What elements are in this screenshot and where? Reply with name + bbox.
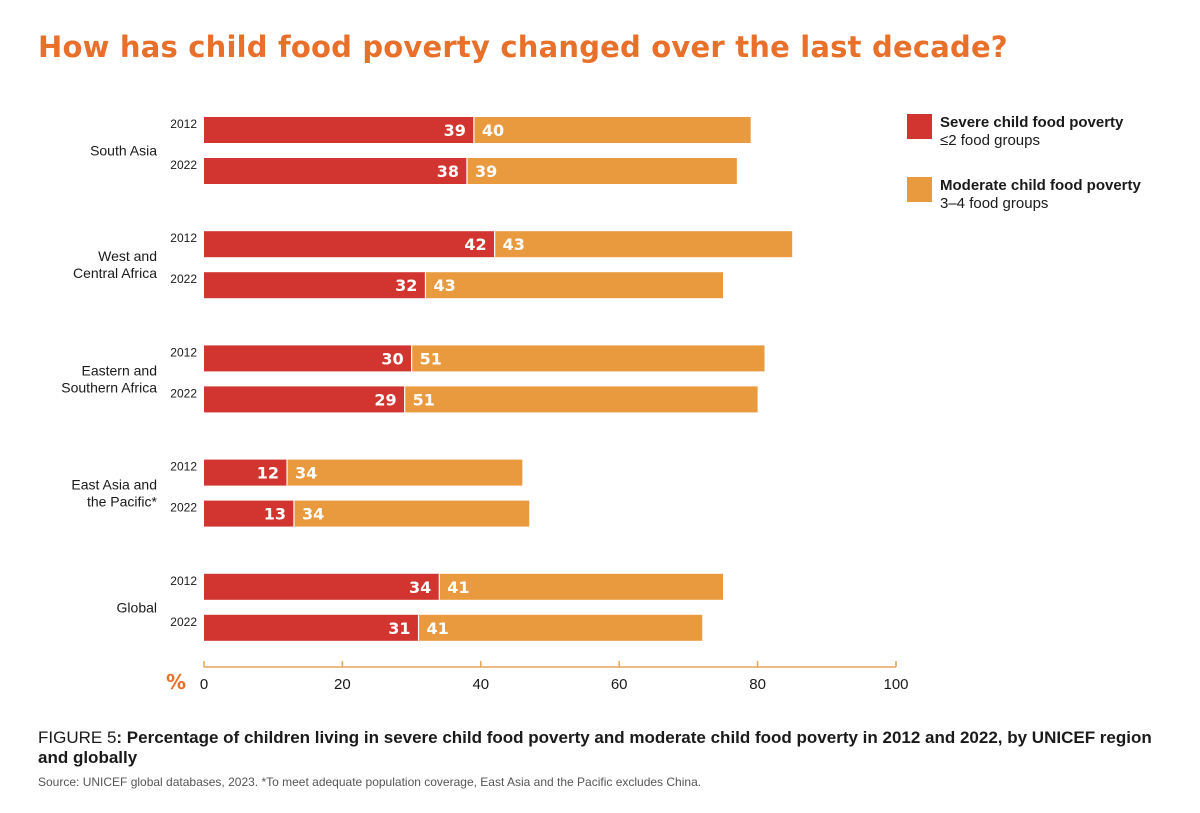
year-label: 2022 <box>170 615 197 629</box>
legend-label-moderate: Moderate child food poverty <box>940 177 1141 194</box>
region-label: South Asia <box>90 143 157 159</box>
bar-moderate <box>439 573 723 600</box>
figure-caption-text: : Percentage of children living in sever… <box>38 728 1152 767</box>
x-tick-label: 20 <box>334 676 351 693</box>
legend-sub-moderate: 3–4 food groups <box>940 195 1049 212</box>
x-tick-label: 100 <box>883 676 908 693</box>
bar-moderate <box>418 614 703 641</box>
bar-severe <box>204 614 419 641</box>
legend-label-severe: Severe child food poverty <box>940 114 1124 131</box>
data-label-moderate: 34 <box>302 505 324 524</box>
x-tick-label: 0 <box>200 676 208 693</box>
year-label: 2022 <box>170 501 197 515</box>
bar-moderate <box>404 386 758 413</box>
bar-severe <box>204 459 288 486</box>
bar-severe <box>204 231 495 258</box>
data-label-moderate: 39 <box>475 162 497 181</box>
source-note: Source: UNICEF global databases, 2023. *… <box>38 775 702 789</box>
x-axis-unit-label: % <box>166 670 186 694</box>
data-label-moderate: 51 <box>420 349 442 368</box>
region-label: Global <box>117 599 157 615</box>
year-label: 2012 <box>170 117 197 131</box>
bar-moderate <box>494 231 793 258</box>
data-label-severe: 30 <box>381 349 403 368</box>
data-label-severe: 31 <box>388 619 410 638</box>
x-tick-label: 40 <box>472 676 489 693</box>
bar-severe <box>204 386 405 413</box>
region-label: East Asia and <box>71 477 157 493</box>
x-tick-label: 60 <box>611 676 628 693</box>
data-label-moderate: 43 <box>503 235 525 254</box>
bar-moderate <box>473 117 751 143</box>
year-label: 2022 <box>170 386 197 400</box>
bar-severe <box>204 573 440 600</box>
legend-swatch-moderate <box>907 177 932 202</box>
bar-moderate <box>466 158 737 184</box>
legend-sub-severe: ≤2 food groups <box>940 132 1040 149</box>
year-label: 2012 <box>170 345 197 359</box>
data-label-severe: 38 <box>437 162 459 181</box>
data-label-severe: 42 <box>464 235 486 254</box>
data-label-moderate: 41 <box>447 578 469 597</box>
bar-moderate <box>425 272 723 299</box>
bar-moderate <box>411 345 765 372</box>
year-label: 2022 <box>170 272 197 286</box>
region-label: Central Africa <box>73 265 157 281</box>
figure-caption: FIGURE 5: Percentage of children living … <box>38 728 1168 768</box>
data-label-moderate: 34 <box>295 464 317 483</box>
x-tick-label: 80 <box>749 676 766 693</box>
data-label-moderate: 51 <box>413 390 435 409</box>
bar-severe <box>204 158 467 184</box>
region-label: West and <box>98 248 157 264</box>
data-label-severe: 12 <box>257 464 279 483</box>
data-label-severe: 39 <box>444 121 466 140</box>
figure-label: FIGURE 5 <box>38 728 117 747</box>
bar-severe <box>204 345 412 372</box>
bar-severe <box>204 500 294 527</box>
year-label: 2022 <box>170 158 197 172</box>
region-label: Eastern and <box>82 362 158 378</box>
data-label-severe: 29 <box>374 390 396 409</box>
data-label-moderate: 41 <box>427 619 449 638</box>
data-label-severe: 13 <box>264 505 286 524</box>
year-label: 2012 <box>170 231 197 245</box>
data-label-severe: 34 <box>409 578 431 597</box>
bar-moderate <box>293 500 530 527</box>
bar-severe <box>204 117 474 143</box>
region-label: Southern Africa <box>61 379 157 395</box>
bar-moderate <box>287 459 523 486</box>
region-label: the Pacific* <box>87 494 158 510</box>
data-label-severe: 32 <box>395 276 417 295</box>
data-label-moderate: 43 <box>433 276 455 295</box>
bar-severe <box>204 272 426 299</box>
year-label: 2012 <box>170 574 197 588</box>
year-label: 2012 <box>170 460 197 474</box>
legend-swatch-severe <box>907 114 932 139</box>
chart-title: How has child food poverty changed over … <box>38 30 1008 64</box>
data-label-moderate: 40 <box>482 121 504 140</box>
